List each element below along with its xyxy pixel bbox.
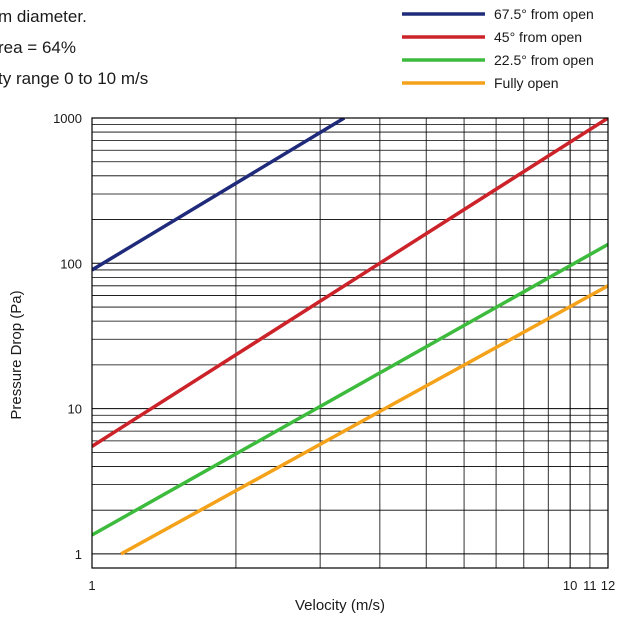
y-axis-title: Pressure Drop (Pa) xyxy=(8,290,25,419)
x-tick-label: 11 xyxy=(583,578,597,593)
x-tick-labels: 1 10 11 12 xyxy=(88,578,615,593)
note-line-1: m diameter. xyxy=(0,7,87,26)
y-tick-label: 100 xyxy=(60,256,82,271)
legend-label-4: Fully open xyxy=(494,75,559,91)
minor-gridlines xyxy=(92,118,608,568)
x-tick-label: 10 xyxy=(563,578,577,593)
x-tick-label: 12 xyxy=(601,578,615,593)
note-line-2: rea = 64% xyxy=(0,38,76,57)
legend-label-3: 22.5° from open xyxy=(494,52,594,68)
y-tick-label: 1 xyxy=(75,547,82,562)
legend-label-1: 67.5° from open xyxy=(494,6,594,22)
y-tick-label: 10 xyxy=(68,402,82,417)
plot-frame xyxy=(91,117,609,569)
x-axis-title: Velocity (m/s) xyxy=(295,597,385,614)
legend-label-2: 45° from open xyxy=(494,29,582,45)
note-line-3: ty range 0 to 10 m/s xyxy=(0,69,148,88)
major-gridlines xyxy=(92,118,608,568)
series-line-1 xyxy=(92,118,346,272)
y-tick-labels: 1 10 100 1000 xyxy=(53,111,82,562)
legend: 67.5° from open 45° from open 22.5° from o… xyxy=(402,6,594,91)
series-line-4 xyxy=(120,284,608,556)
y-tick-label: 1000 xyxy=(53,111,82,126)
series-lines xyxy=(92,118,608,556)
series-line-2 xyxy=(92,118,608,448)
series-line-3 xyxy=(92,242,608,537)
x-tick-label: 1 xyxy=(88,578,95,593)
